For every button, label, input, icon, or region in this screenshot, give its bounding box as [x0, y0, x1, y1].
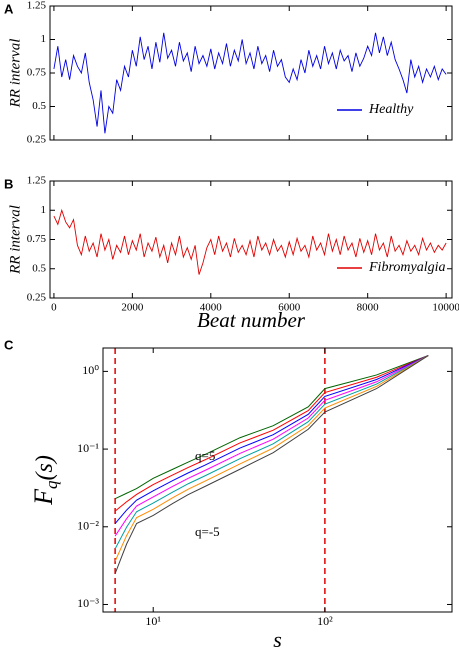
- y-tick-label: 0.5: [32, 262, 46, 274]
- data-line: [114, 355, 429, 524]
- y-tick-label: 0.25: [27, 134, 47, 146]
- y-axis-title: Fq(s): [29, 455, 61, 506]
- plot-frame: [102, 347, 453, 613]
- y-tick-label: 0.75: [27, 67, 47, 79]
- data-line: [53, 32, 447, 134]
- y-axis-title-sub: q: [42, 480, 61, 489]
- x-tick-label: 2000: [121, 302, 144, 314]
- y-tick-label: 10⁰: [82, 363, 99, 377]
- y-axis-title: RR interval: [7, 39, 23, 109]
- x-tick-label: 4000: [200, 302, 223, 314]
- panel-label: B: [4, 176, 13, 191]
- y-tick-label: 1: [41, 33, 47, 45]
- x-tick-label: 0: [51, 302, 57, 314]
- y-tick-label: 1: [41, 204, 47, 216]
- data-line: [114, 355, 429, 512]
- x-tick-label: 10000: [432, 302, 459, 314]
- x-tick-label: 10²: [317, 614, 333, 628]
- x-tick-label: 8000: [357, 302, 380, 314]
- plot-frame: [49, 5, 453, 141]
- annotation: q=-5: [195, 524, 220, 539]
- x-axis-title: s: [273, 627, 282, 652]
- data-line: [53, 208, 447, 275]
- data-line: [114, 355, 429, 550]
- legend-label: Healthy: [368, 102, 414, 117]
- y-tick-label: 0.75: [27, 233, 47, 245]
- legend-label: Fibromyalgia: [368, 260, 445, 275]
- y-axis-title-tail: (s): [32, 455, 58, 480]
- y-tick-label: 1.25: [27, 0, 47, 12]
- y-tick-label: 0.5: [32, 100, 46, 112]
- data-line: [114, 355, 429, 500]
- x-tick-label: 6000: [278, 302, 301, 314]
- annotation: q=5: [195, 448, 215, 463]
- data-line: [114, 355, 429, 537]
- panel-label: C: [4, 337, 14, 352]
- data-line: [114, 355, 429, 562]
- panel-label: A: [4, 1, 14, 16]
- y-axis-title-main: F: [29, 488, 58, 506]
- y-tick-label: 10⁻¹: [77, 441, 99, 455]
- y-tick-label: 0.25: [27, 292, 47, 304]
- y-tick-label: 10⁻²: [77, 519, 99, 533]
- x-tick-label: 10¹: [145, 614, 161, 628]
- y-tick-label: 1.25: [27, 175, 47, 187]
- data-line: [114, 355, 429, 574]
- x-axis-title: Beat number: [197, 308, 306, 332]
- y-axis-title: RR interval: [7, 205, 23, 275]
- y-tick-label: 10⁻³: [77, 596, 99, 610]
